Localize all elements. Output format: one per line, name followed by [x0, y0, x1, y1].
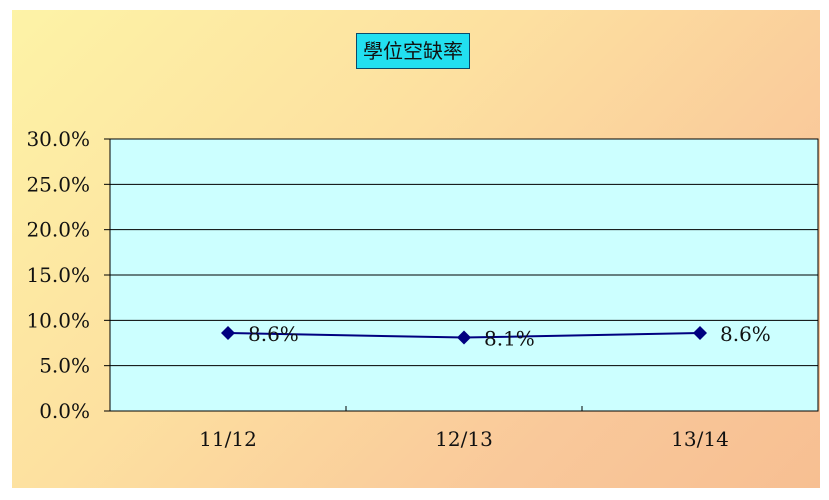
y-tick-label: 0.0% [39, 399, 90, 423]
y-tick-label: 25.0% [26, 172, 90, 196]
y-tick-label: 5.0% [39, 354, 90, 378]
y-tick-label: 20.0% [26, 218, 90, 242]
chart-title: 學位空缺率 [356, 33, 470, 69]
x-tick-label: 12/13 [435, 427, 493, 451]
y-tick-label: 15.0% [26, 263, 90, 287]
y-tick-label: 10.0% [26, 308, 90, 332]
data-point-marker [221, 326, 235, 341]
x-tick-label: 11/12 [199, 427, 257, 451]
data-label: 8.6% [248, 322, 299, 346]
data-point-marker [457, 330, 471, 345]
y-tick-label: 30.0% [26, 127, 90, 151]
x-tick-label: 13/14 [671, 427, 729, 451]
data-label: 8.6% [720, 322, 771, 346]
data-label: 8.1% [484, 327, 535, 351]
data-point-marker [693, 326, 707, 341]
